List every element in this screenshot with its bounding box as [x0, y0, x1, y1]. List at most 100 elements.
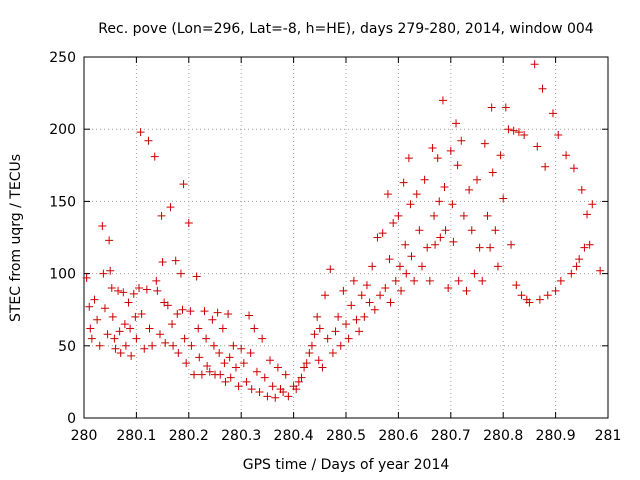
data-point	[190, 370, 199, 379]
data-point	[357, 291, 366, 300]
data-point	[344, 334, 353, 343]
data-point	[209, 341, 218, 350]
data-point	[186, 307, 195, 316]
data-point	[171, 256, 180, 265]
data-point	[538, 84, 547, 93]
data-point	[342, 320, 350, 329]
data-point	[166, 203, 175, 212]
data-point	[184, 219, 193, 228]
data-point	[551, 286, 560, 295]
data-point	[114, 286, 123, 295]
data-point	[452, 119, 461, 128]
data-point	[470, 269, 479, 278]
data-point	[339, 286, 348, 295]
x-tick-label: 280.2	[169, 428, 209, 444]
data-point	[245, 311, 254, 320]
data-point	[197, 370, 206, 379]
data-point	[292, 385, 301, 394]
data-point	[153, 286, 162, 295]
data-point	[370, 305, 379, 314]
y-tick-label: 50	[58, 339, 76, 355]
data-point	[255, 388, 264, 397]
data-point	[438, 96, 447, 105]
data-point	[107, 284, 116, 293]
data-point	[242, 377, 251, 386]
data-point	[436, 233, 445, 242]
data-point	[331, 327, 340, 336]
data-point	[237, 344, 246, 353]
data-point	[328, 349, 337, 358]
data-point	[124, 298, 133, 307]
data-point	[376, 291, 385, 300]
data-point	[435, 197, 444, 206]
data-point	[562, 151, 571, 160]
data-point	[202, 334, 211, 343]
data-point	[417, 262, 426, 271]
data-point	[150, 152, 159, 161]
data-point	[195, 353, 204, 362]
data-point	[467, 226, 476, 235]
data-point	[302, 359, 311, 368]
data-point	[86, 324, 95, 333]
data-point	[136, 128, 145, 137]
data-point	[446, 146, 455, 155]
data-point	[391, 276, 400, 285]
data-point	[385, 255, 394, 264]
data-point	[82, 273, 91, 282]
data-point	[203, 362, 212, 371]
data-point	[111, 344, 120, 353]
data-point	[401, 240, 410, 249]
y-tick-label: 150	[49, 194, 76, 210]
data-point	[194, 324, 203, 333]
data-point	[208, 315, 217, 324]
data-point	[378, 229, 387, 238]
data-point	[182, 359, 191, 368]
data-point	[180, 334, 189, 343]
data-point	[273, 363, 282, 372]
data-point	[596, 266, 605, 275]
data-point	[179, 180, 188, 189]
data-point	[486, 243, 495, 252]
data-point	[144, 136, 153, 145]
data-point	[168, 320, 177, 329]
data-point	[216, 370, 225, 379]
data-point	[404, 154, 413, 163]
data-point	[520, 130, 529, 139]
data-point	[514, 128, 523, 137]
chart-title: Rec. pove (Lon=296, Lat=-8, h=HE), days …	[98, 21, 594, 37]
data-point	[395, 262, 404, 271]
data-point	[225, 353, 234, 362]
data-point	[448, 200, 457, 209]
data-point	[152, 276, 161, 285]
data-point	[85, 302, 94, 311]
data-point	[440, 182, 449, 191]
data-point	[163, 301, 172, 310]
data-points	[82, 60, 605, 402]
data-point	[229, 341, 238, 350]
data-point	[473, 175, 481, 184]
data-point	[496, 151, 505, 160]
data-point	[142, 285, 151, 294]
data-point	[431, 240, 440, 249]
data-point	[252, 367, 261, 376]
data-point	[454, 276, 463, 285]
data-point	[95, 341, 104, 350]
data-point	[310, 330, 319, 339]
data-point	[406, 200, 415, 209]
data-point	[284, 392, 293, 401]
x-tick-label: 280.5	[326, 428, 366, 444]
data-point	[360, 312, 369, 321]
data-point	[533, 142, 542, 151]
data-point	[121, 341, 130, 350]
data-point	[213, 308, 222, 317]
y-tick-label: 200	[49, 122, 76, 138]
data-point	[99, 269, 108, 278]
data-point	[410, 276, 419, 285]
data-point	[373, 233, 382, 242]
data-point	[428, 143, 437, 152]
data-point	[394, 211, 403, 220]
data-point	[465, 185, 474, 194]
data-point	[383, 190, 392, 199]
data-point	[501, 103, 510, 112]
